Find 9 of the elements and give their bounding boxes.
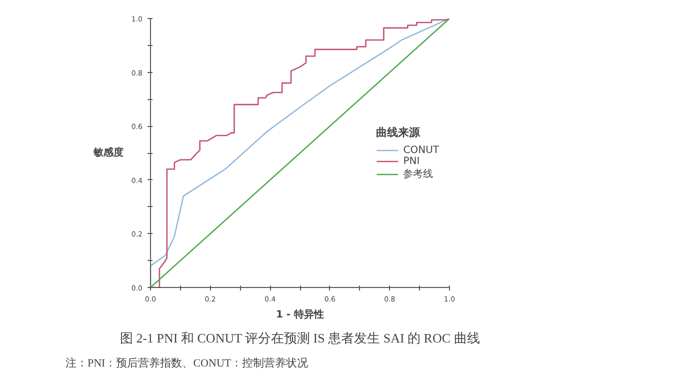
legend-title: 曲线来源 bbox=[376, 124, 422, 140]
legend-label: 参考线 bbox=[403, 168, 434, 180]
text: 注：PNI：预后营养指数、CONUT：控制营养状况 bbox=[66, 356, 308, 370]
legend-label: PNI bbox=[403, 156, 421, 166]
caption: 图 2-1 PNI 和 CONUT 评分在预测 IS 患者发生 SAI 的 ROC 曲线 bbox=[120, 330, 480, 346]
x-axis-title: 1 - 特异性 bbox=[276, 308, 324, 320]
legend-label: CONUT bbox=[403, 144, 439, 156]
y-axis-title: 敏感度 bbox=[92, 146, 124, 158]
line-series bbox=[150, 18, 450, 288]
